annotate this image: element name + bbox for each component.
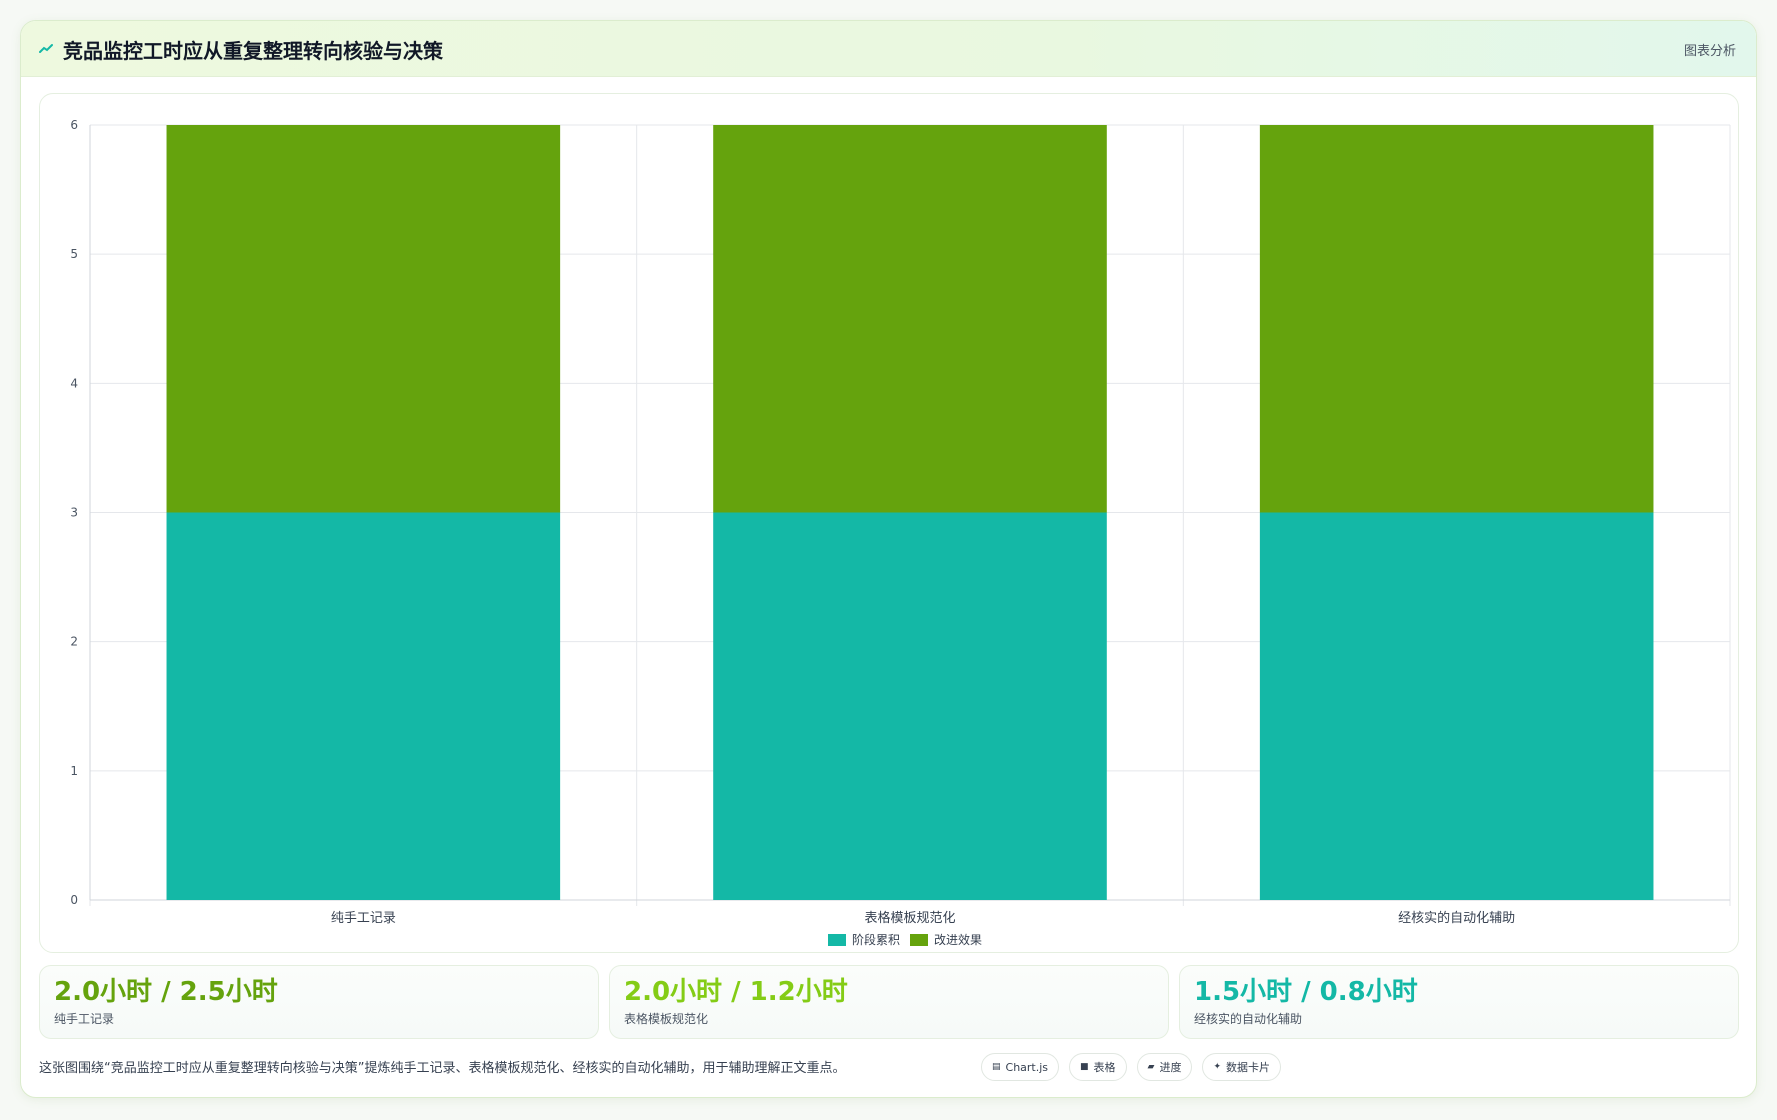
title-wrap: 竞品监控工时应从重复整理转向核验与决策 (39, 21, 443, 77)
bar-segment (1259, 125, 1654, 513)
legend-label: 改进效果 (934, 932, 982, 947)
y-tick-label: 6 (70, 118, 78, 132)
bar-segment (1259, 512, 1654, 900)
bar-segment (166, 512, 561, 900)
stat-value: 1.5小时 / 0.8小时 (1194, 977, 1418, 1007)
pill-label: 表格 (1093, 1061, 1116, 1074)
stat-value: 2.0小时 / 2.5小时 (54, 977, 278, 1007)
legend-swatch (828, 934, 846, 946)
x-tick-label: 纯手工记录 (331, 911, 396, 926)
stat-card-automation: 1.5小时 / 0.8小时 经核实的自动化辅助 (1179, 965, 1739, 1039)
stats-row: 2.0小时 / 2.5小时 纯手工记录 2.0小时 / 1.2小时 表格模板规范… (39, 965, 1739, 1039)
stat-label: 表格模板规范化 (624, 1012, 709, 1026)
y-tick-label: 4 (70, 376, 78, 390)
bar-segment (713, 512, 1107, 900)
trend-icon (39, 44, 53, 53)
stat-label: 经核实的自动化辅助 (1194, 1012, 1303, 1026)
progress-icon: ▰ (1147, 1062, 1155, 1072)
card-header: 竞品监控工时应从重复整理转向核验与决策 图表分析 (21, 21, 1756, 77)
stat-card-template: 2.0小时 / 1.2小时 表格模板规范化 (609, 965, 1169, 1039)
y-tick-label: 0 (70, 893, 78, 907)
legend-swatch (910, 934, 928, 946)
pill-label: 数据卡片 (1226, 1061, 1271, 1074)
y-tick-label: 1 (70, 764, 78, 778)
y-tick-label: 5 (70, 247, 78, 261)
chart-icon: ▤ (992, 1062, 1001, 1072)
pill-chartjs[interactable]: ▤ Chart.js (981, 1053, 1060, 1081)
bar-segment (166, 125, 561, 513)
chart-panel: 0 1 2 3 4 5 6 纯手工记录 表格模板规范化 经核实的自动化辅助阶段累积 改进效果 (39, 93, 1739, 953)
chart-card: 竞品监控工时应从重复整理转向核验与决策 图表分析 0 1 2 3 4 5 6 纯手工记录 表格模… (20, 20, 1757, 1098)
stat-value: 2.0小时 / 1.2小时 (624, 977, 848, 1007)
table-icon: ■ (1080, 1062, 1089, 1072)
bar-segment (713, 125, 1107, 513)
stat-label: 纯手工记录 (54, 1012, 115, 1026)
legend-label: 阶段累积 (852, 932, 900, 947)
pill-label: Chart.js (1005, 1060, 1049, 1074)
y-tick-label: 3 (70, 506, 78, 520)
page-title: 竞品监控工时应从重复整理转向核验与决策 (63, 38, 443, 63)
stat-card-manual: 2.0小时 / 2.5小时 纯手工记录 (39, 965, 599, 1039)
tool-pills: ▤ Chart.js ■ 表格 ▰ 进度 ✦ 数据卡片 (981, 1053, 1282, 1081)
y-tick-label: 2 (70, 635, 78, 649)
pill-progress[interactable]: ▰ 进度 (1136, 1053, 1193, 1081)
pill-label: 进度 (1159, 1061, 1182, 1074)
sparkle-icon: ✦ (1213, 1062, 1222, 1072)
footer-note: 这张图围绕“竞品监控工时应从重复整理转向核验与决策”提炼纯手工记录、表格模板规范… (39, 1061, 846, 1076)
chart-analysis-tag: 图表分析 (1683, 43, 1736, 59)
x-tick-label: 经核实的自动化辅助 (1398, 910, 1515, 926)
x-tick-label: 表格模板规范化 (864, 910, 955, 926)
pill-table[interactable]: ■ 表格 (1069, 1053, 1127, 1081)
pill-data-cards[interactable]: ✦ 数据卡片 (1202, 1053, 1282, 1081)
